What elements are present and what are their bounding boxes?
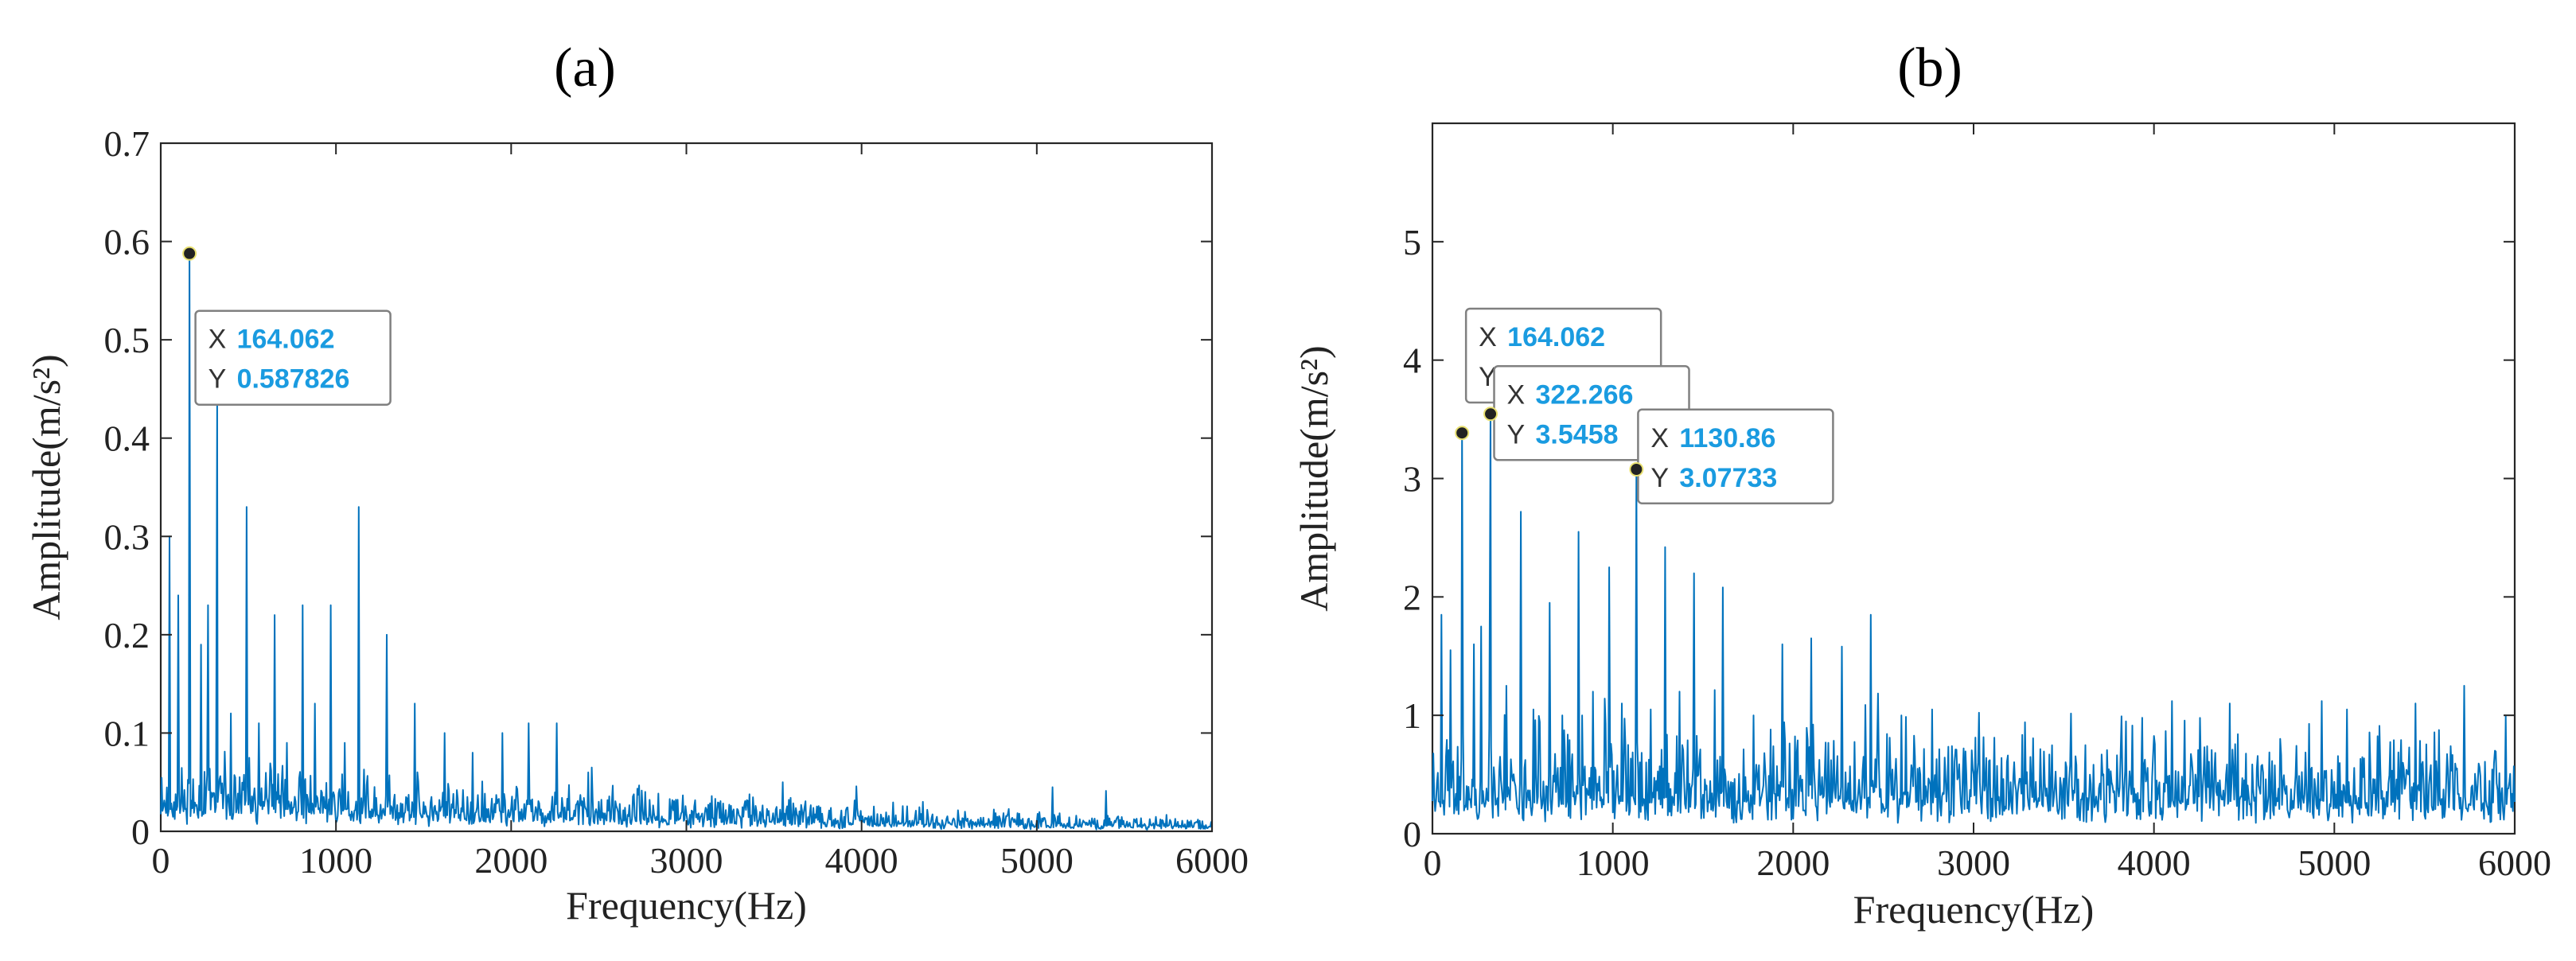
x-axis-label: Frequency(Hz) xyxy=(566,883,807,928)
datatip-x-value: 164.062 xyxy=(1507,322,1605,352)
y-tick-label: 0.2 xyxy=(104,615,150,656)
datatip-x-key: X xyxy=(1479,322,1497,352)
datatip-y-key: Y xyxy=(208,364,227,395)
axes-box-b xyxy=(1431,122,2516,835)
datatip-x-value: 322.266 xyxy=(1536,379,1634,410)
series-line-b xyxy=(1432,413,2516,824)
datatip-y-value: 0.587826 xyxy=(237,364,350,395)
datatip-y-key: Y xyxy=(1507,419,1526,449)
y-tick-label: 0.6 xyxy=(104,222,150,263)
x-tick-label: 0 xyxy=(152,840,170,881)
datatip-y-value: 3.5458 xyxy=(1536,419,1619,449)
datatip-marker[interactable] xyxy=(1483,407,1498,422)
x-tick-label: 5000 xyxy=(1000,840,1074,881)
datatip-y-key: Y xyxy=(1650,463,1669,493)
datatip-box xyxy=(194,309,392,406)
panel-title-a: (a) xyxy=(554,37,616,99)
y-tick-label: 0.3 xyxy=(104,516,150,557)
x-tick-label: 3000 xyxy=(650,840,723,881)
datatip-box xyxy=(1637,408,1834,505)
datatip[interactable]: X 1130.86 Y 3.07733 xyxy=(1629,408,1834,505)
y-tick-label: 0.1 xyxy=(104,713,150,753)
datatip-x-key: X xyxy=(1650,423,1669,453)
datatip-x-key: X xyxy=(1507,379,1526,410)
datatip-y-value: 3.07733 xyxy=(1679,463,1777,493)
x-tick-label: 6000 xyxy=(2478,842,2551,883)
datatip-x-value: 1130.86 xyxy=(1679,423,1775,453)
datatip[interactable]: X 164.062 Y 0.587826 xyxy=(182,246,392,406)
x-tick-label: 6000 xyxy=(1175,840,1249,881)
x-tick-label: 0 xyxy=(1424,842,1442,883)
y-axis-label: Amplitude(m/s²) xyxy=(1292,345,1336,611)
y-tick-label: 0.4 xyxy=(104,418,150,459)
x-tick-label: 4000 xyxy=(2118,842,2191,883)
x-tick-label: 3000 xyxy=(1937,842,2010,883)
y-tick-label: 1 xyxy=(1403,695,1421,736)
y-tick-label: 4 xyxy=(1403,340,1421,381)
datatip-marker[interactable] xyxy=(182,246,197,261)
y-tick-label: 2 xyxy=(1403,577,1421,617)
x-tick-label: 1000 xyxy=(299,840,372,881)
y-tick-label: 5 xyxy=(1403,222,1421,263)
datatip-x-value: 164.062 xyxy=(237,325,335,355)
y-tick-label: 3 xyxy=(1403,459,1421,500)
y-tick-label: 0.7 xyxy=(104,123,150,164)
y-tick-label: 0 xyxy=(1403,814,1421,854)
y-axis-label: Amplitude(m/s²) xyxy=(24,354,68,620)
x-tick-label: 2000 xyxy=(474,840,548,881)
datatip-x-key: X xyxy=(208,325,227,355)
datatip-marker[interactable] xyxy=(1455,426,1470,441)
x-tick-label: 1000 xyxy=(1576,842,1650,883)
y-tick-label: 0.5 xyxy=(104,320,150,360)
x-tick-label: 5000 xyxy=(2297,842,2371,883)
chart-panel-a: (a) 0 1000 2000 3000 4000 5000 6000 0 0.1 0.2 0.3 0.… xyxy=(24,37,1249,928)
y-tick-label: 0 xyxy=(131,811,150,852)
panel-title-b: (b) xyxy=(1897,37,1962,99)
datatip-y-key: Y xyxy=(1479,362,1497,392)
datatip-marker[interactable] xyxy=(1629,461,1644,477)
x-tick-label: 2000 xyxy=(1756,842,1830,883)
x-axis-label: Frequency(Hz) xyxy=(1853,887,2095,932)
chart-panel-b: (b) 0 1000 2000 3000 4000 5000 6000 0 1 2 3 4 5 Freque… xyxy=(1292,37,2551,932)
x-tick-label: 4000 xyxy=(825,840,898,881)
axes-box-a xyxy=(159,142,1214,833)
